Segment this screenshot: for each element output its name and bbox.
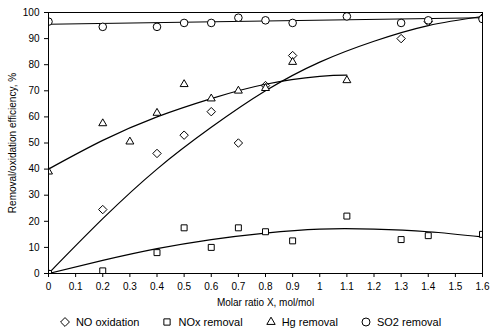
html-text:Hg removal: Hg removal bbox=[281, 316, 338, 328]
svg-text:80: 80 bbox=[28, 59, 40, 70]
svg-text:0.5: 0.5 bbox=[177, 281, 191, 292]
svg-text:0.2: 0.2 bbox=[96, 281, 110, 292]
svg-text:60: 60 bbox=[28, 111, 40, 122]
svg-text:40: 40 bbox=[28, 163, 40, 174]
svg-text:0.3: 0.3 bbox=[123, 281, 137, 292]
svg-text:20: 20 bbox=[28, 216, 40, 227]
svg-text:50: 50 bbox=[28, 137, 40, 148]
svg-text:Removal/oxidation efficiency,: Removal/oxidation efficiency, % bbox=[7, 73, 18, 213]
html-text:NOx removal: NOx removal bbox=[178, 316, 243, 328]
svg-text:1.4: 1.4 bbox=[421, 281, 435, 292]
svg-text:10: 10 bbox=[28, 242, 40, 253]
html-text:SO2 removal: SO2 removal bbox=[376, 316, 442, 328]
svg-text:1.2: 1.2 bbox=[367, 281, 381, 292]
svg-text:0.7: 0.7 bbox=[231, 281, 245, 292]
svg-text:0.4: 0.4 bbox=[150, 281, 164, 292]
svg-text:1: 1 bbox=[317, 281, 323, 292]
svg-text:1.3: 1.3 bbox=[394, 281, 408, 292]
svg-text:0.6: 0.6 bbox=[204, 281, 218, 292]
svg-text:0.1: 0.1 bbox=[69, 281, 83, 292]
svg-text:0.8: 0.8 bbox=[259, 281, 273, 292]
svg-text:1.6: 1.6 bbox=[476, 281, 490, 292]
svg-text:100: 100 bbox=[23, 7, 40, 18]
svg-text:30: 30 bbox=[28, 189, 40, 200]
svg-text:1.1: 1.1 bbox=[340, 281, 354, 292]
svg-text:70: 70 bbox=[28, 85, 40, 96]
svg-text:1.5: 1.5 bbox=[448, 281, 462, 292]
svg-text:Molar ratio X, mol/mol: Molar ratio X, mol/mol bbox=[217, 297, 314, 308]
svg-text:0.9: 0.9 bbox=[286, 281, 300, 292]
html-text:NO oxidation: NO oxidation bbox=[75, 316, 140, 328]
svg-text:90: 90 bbox=[28, 33, 40, 44]
svg-text:0: 0 bbox=[46, 281, 52, 292]
svg-text:0: 0 bbox=[34, 268, 40, 279]
